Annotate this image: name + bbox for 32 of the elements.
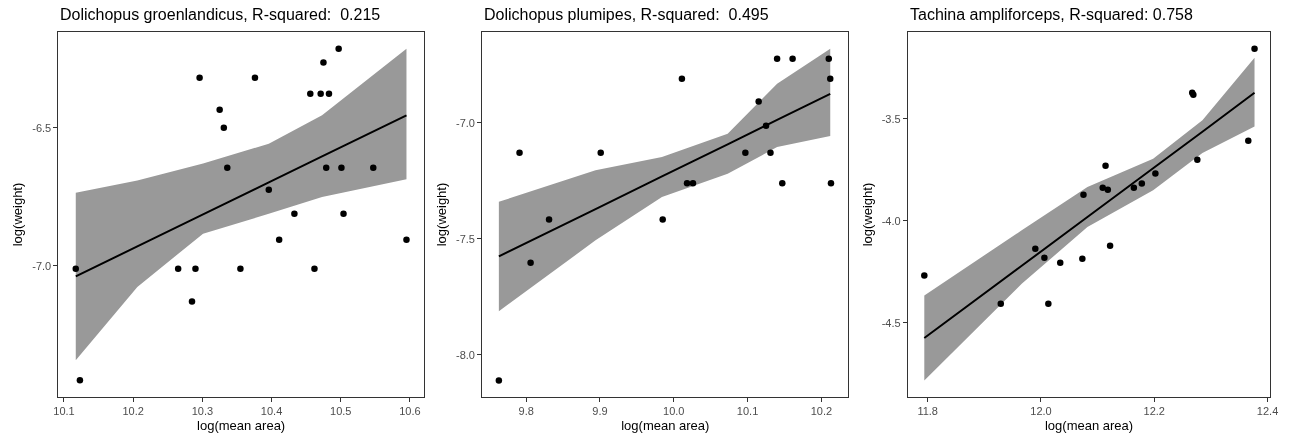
y-tick-label: -3.5	[881, 112, 901, 125]
x-tick-label: 10.3	[191, 405, 214, 418]
x-tick-label: 12.0	[1030, 405, 1052, 418]
y-axis-title: log(weight)	[859, 182, 875, 247]
y-tick-label: -8.0	[456, 348, 475, 361]
y-axis-title: log(weight)	[433, 182, 449, 247]
y-tick-label: -4.0	[881, 214, 901, 227]
x-tick-label: 9.8	[518, 405, 534, 418]
x-tick-label: 12.4	[1256, 405, 1279, 418]
chart-title: Dolichopus plumipes, R-squared: 0.495	[484, 6, 769, 23]
x-tick-label: 10.5	[330, 405, 352, 418]
x-tick-label: 12.2	[1143, 405, 1165, 418]
x-tick-label: 10.2	[810, 405, 833, 418]
y-tick-label: -6.5	[32, 121, 52, 134]
chart-title: Dolichopus groenlandicus, R-squared: 0.215	[60, 6, 381, 23]
y-tick-label: -7.0	[32, 259, 52, 272]
x-tick-label: 9.9	[592, 405, 608, 418]
y-tick-label: -4.5	[881, 316, 901, 329]
x-tick-label: 10.4	[260, 405, 283, 418]
x-tick-label: 10.6	[399, 405, 421, 418]
x-tick-label: 10.2	[122, 405, 144, 418]
x-tick-label: 11.8	[917, 405, 938, 418]
x-tick-label: 10.0	[663, 405, 685, 418]
x-tick-label: 10.1	[736, 405, 759, 418]
y-tick-label: -7.0	[456, 116, 475, 129]
x-axis-title: log(mean area)	[197, 417, 286, 433]
chart-title: Tachina ampliforceps, R-squared: 0.758	[910, 6, 1193, 23]
x-axis-title: log(mean area)	[621, 417, 710, 433]
x-axis-title: log(mean area)	[1044, 417, 1134, 433]
y-tick-label: -7.5	[456, 232, 475, 245]
y-axis-title: log(weight)	[10, 182, 26, 247]
x-tick-label: 10.1	[53, 405, 75, 418]
